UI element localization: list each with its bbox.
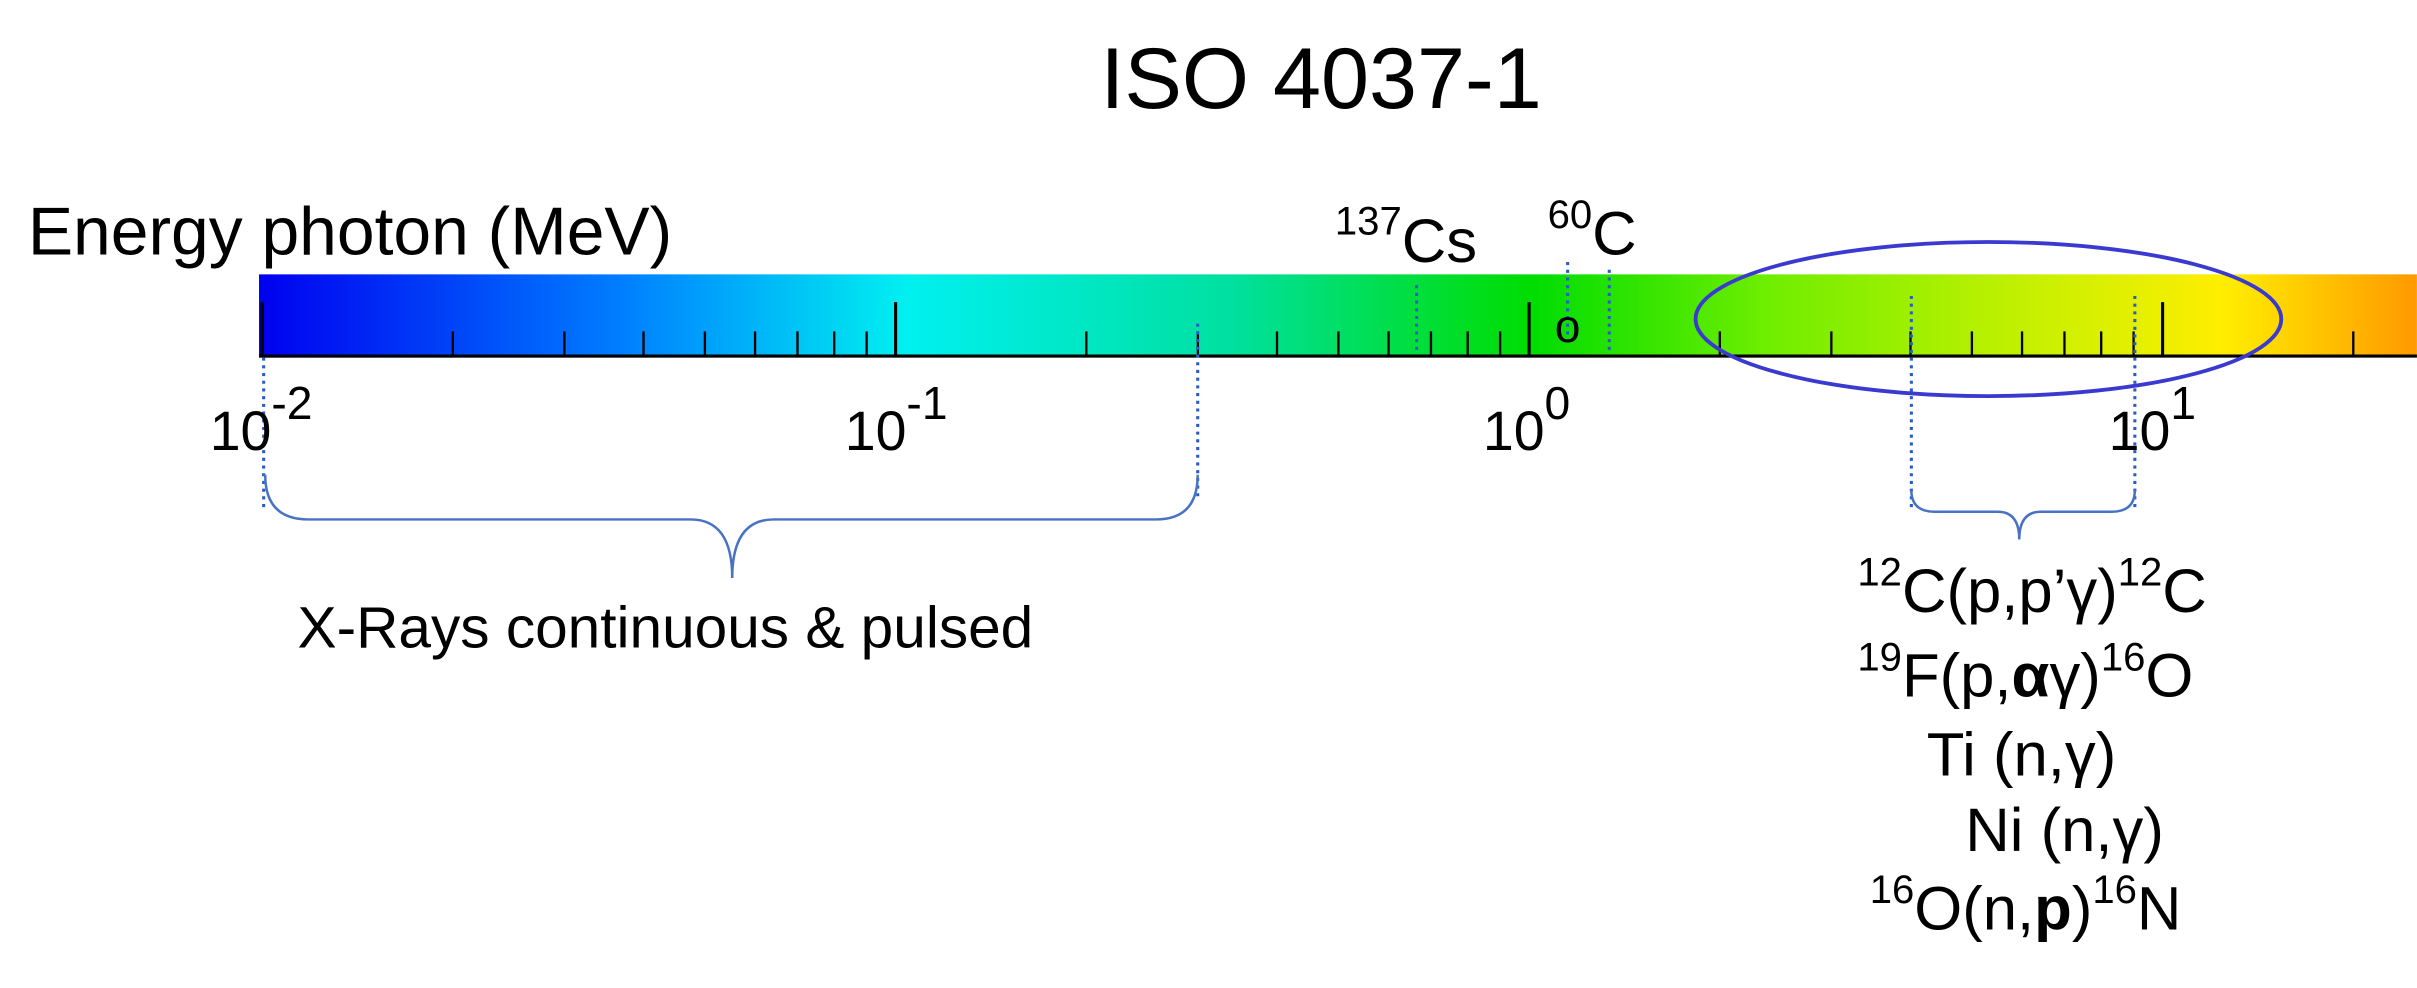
- mass-number: 19: [1857, 635, 1902, 679]
- reaction-text: O: [2145, 642, 2193, 711]
- mass-number: 60: [1548, 193, 1593, 237]
- tick-labels: 10-2 10-1 100 101: [210, 377, 2196, 462]
- reaction-text: ): [2072, 874, 2093, 943]
- reaction-text: C(p,p’γ): [1902, 557, 2118, 626]
- title: ISO 4037-1: [1100, 31, 1541, 127]
- mass-number: 137: [1335, 199, 1402, 243]
- reaction-text: N: [2137, 874, 2182, 943]
- mass-number: 16: [2092, 868, 2137, 912]
- tick-label: 10-1: [845, 377, 948, 462]
- reaction: 19F(p,αγ)16O: [1857, 635, 2193, 710]
- axis-label: Energy photon (MeV): [28, 194, 672, 269]
- reaction: Ti (n,γ): [1927, 720, 2116, 789]
- tick-exponent: -2: [271, 377, 312, 429]
- reaction-text: C: [2162, 557, 2207, 626]
- tick-group: [260, 302, 2355, 357]
- mass-number: 12: [1857, 551, 1902, 595]
- marker-point: o: [1555, 300, 1581, 352]
- reaction-list: 12C(p,p’γ)12C 19F(p,αγ)16O Ti (n,γ) Ni (…: [1857, 551, 2206, 944]
- tick-exponent: -1: [906, 377, 947, 429]
- marker-label: 137Cs: [1335, 199, 1477, 276]
- element: C: [1592, 199, 1637, 268]
- reaction-text: O(n,: [1914, 874, 2034, 943]
- element: Cs: [1402, 207, 1477, 276]
- tick-label: 101: [2109, 377, 2196, 462]
- tick-label: 10-2: [210, 377, 313, 462]
- tick-base: 10: [2109, 400, 2171, 462]
- reaction-text: γ): [2049, 642, 2100, 711]
- tick-base: 10: [210, 400, 272, 462]
- highlight-ellipse: [1693, 240, 2284, 399]
- tick-exponent: 1: [2170, 377, 2196, 429]
- marker-label: 60C: [1548, 193, 1637, 268]
- tick-exponent: 0: [1545, 377, 1571, 429]
- reaction: 12C(p,p’γ)12C: [1857, 551, 2206, 626]
- tick-base: 10: [845, 400, 907, 462]
- reaction-text: p: [2034, 874, 2072, 943]
- reaction-text: F(p,: [1902, 642, 2012, 711]
- bracket-label: X-Rays continuous & pulsed: [298, 595, 1034, 660]
- reaction-text: α: [2012, 642, 2050, 711]
- tick-label: 100: [1483, 377, 1570, 462]
- brace: [1910, 490, 2137, 540]
- reaction: Ni (n,γ): [1965, 796, 2164, 865]
- mass-number: 16: [2101, 635, 2146, 679]
- reaction: 16O(n,p)16N: [1870, 868, 2182, 943]
- brace: [263, 474, 1199, 579]
- tick-base: 10: [1483, 400, 1545, 462]
- mass-number: 16: [1870, 868, 1915, 912]
- mass-number: 12: [2118, 551, 2163, 595]
